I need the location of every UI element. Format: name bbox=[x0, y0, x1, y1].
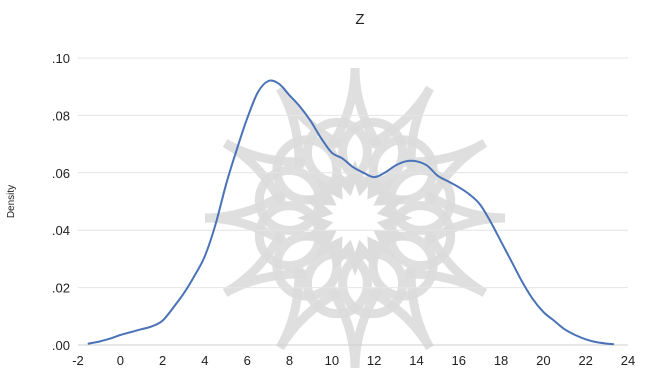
y-tick-label: .06 bbox=[52, 166, 70, 181]
y-tick-label: .02 bbox=[52, 281, 70, 296]
x-tick-label: 0 bbox=[117, 353, 124, 368]
density-curve bbox=[87, 79, 615, 346]
y-axis-label: Density bbox=[6, 185, 17, 218]
x-tick-labels: -2 0 2 4 6 8 10 12 14 16 18 20 22 24 bbox=[72, 353, 635, 368]
watermark-emblem bbox=[204, 67, 506, 369]
series-group bbox=[87, 79, 615, 346]
watermark-spike bbox=[327, 67, 383, 150]
x-tick-label: 4 bbox=[201, 353, 208, 368]
x-tick-label: 6 bbox=[244, 353, 251, 368]
x-tick-label: 2 bbox=[159, 353, 166, 368]
x-tick-label: 16 bbox=[452, 353, 466, 368]
x-tick-label: 22 bbox=[578, 353, 592, 368]
x-tick-label: 18 bbox=[494, 353, 508, 368]
y-tick-label: .08 bbox=[52, 108, 70, 123]
chart-title: Z bbox=[355, 11, 364, 28]
x-tick-label: 10 bbox=[325, 353, 339, 368]
y-tick-labels: .00 .02 .04 .06 .08 .10 bbox=[52, 51, 70, 353]
x-tick-label: 24 bbox=[621, 353, 635, 368]
gridlines bbox=[78, 57, 628, 346]
x-tick-label: -2 bbox=[72, 353, 84, 368]
x-tick-label: 20 bbox=[536, 353, 550, 368]
watermark-spike bbox=[423, 190, 506, 246]
x-tick-label: 14 bbox=[409, 353, 423, 368]
x-tick-label: 8 bbox=[286, 353, 293, 368]
watermark-center bbox=[297, 160, 413, 276]
x-tick-label: 12 bbox=[367, 353, 381, 368]
y-tick-label: .10 bbox=[52, 51, 70, 66]
y-tick-label: .00 bbox=[52, 338, 70, 353]
y-tick-label: .04 bbox=[52, 223, 70, 238]
